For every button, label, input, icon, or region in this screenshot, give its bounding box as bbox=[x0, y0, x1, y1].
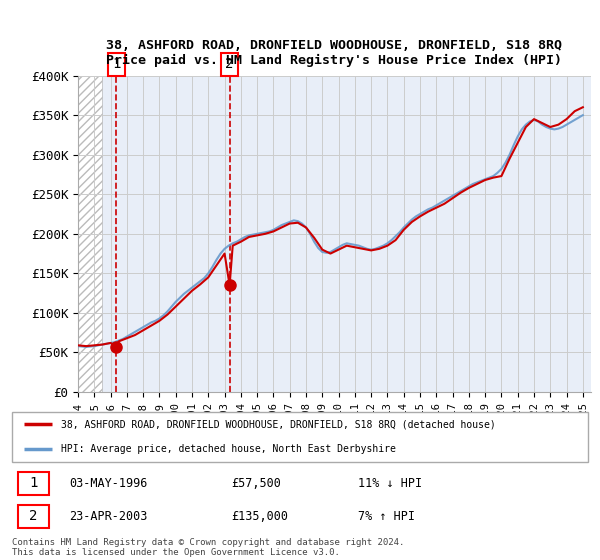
Text: 2: 2 bbox=[29, 510, 38, 524]
Bar bbox=[78, 76, 103, 392]
Text: 1: 1 bbox=[29, 476, 38, 490]
Title: 38, ASHFORD ROAD, DRONFIELD WOODHOUSE, DRONFIELD, S18 8RQ
Price paid vs. HM Land: 38, ASHFORD ROAD, DRONFIELD WOODHOUSE, D… bbox=[107, 39, 563, 68]
Text: £135,000: £135,000 bbox=[231, 510, 288, 523]
Text: 7% ↑ HPI: 7% ↑ HPI bbox=[358, 510, 415, 523]
Text: Contains HM Land Registry data © Crown copyright and database right 2024.
This d: Contains HM Land Registry data © Crown c… bbox=[12, 538, 404, 557]
Text: 11% ↓ HPI: 11% ↓ HPI bbox=[358, 477, 422, 489]
Text: 23-APR-2003: 23-APR-2003 bbox=[70, 510, 148, 523]
FancyBboxPatch shape bbox=[18, 505, 49, 528]
Text: HPI: Average price, detached house, North East Derbyshire: HPI: Average price, detached house, Nort… bbox=[61, 445, 396, 454]
Text: 1: 1 bbox=[112, 58, 121, 72]
FancyBboxPatch shape bbox=[12, 412, 588, 462]
FancyBboxPatch shape bbox=[18, 472, 49, 494]
Text: 2: 2 bbox=[226, 58, 234, 72]
Text: £57,500: £57,500 bbox=[231, 477, 281, 489]
Bar bbox=[78, 76, 103, 392]
Text: 38, ASHFORD ROAD, DRONFIELD WOODHOUSE, DRONFIELD, S18 8RQ (detached house): 38, ASHFORD ROAD, DRONFIELD WOODHOUSE, D… bbox=[61, 419, 496, 429]
Text: 03-MAY-1996: 03-MAY-1996 bbox=[70, 477, 148, 489]
